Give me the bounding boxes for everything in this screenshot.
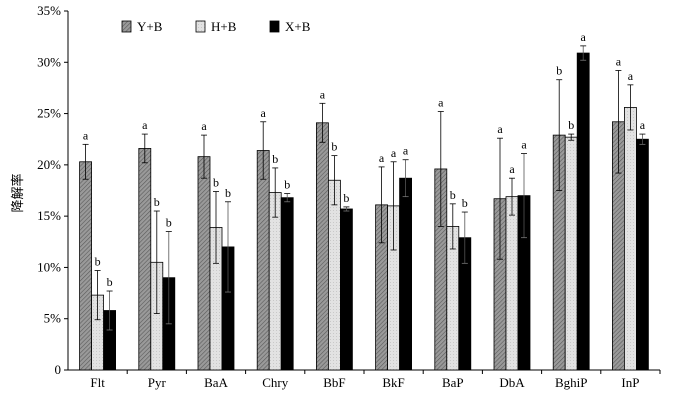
bar-Y+B-Chry [256, 150, 270, 371]
significance-label: a [581, 30, 587, 44]
legend-swatch-X+B [269, 20, 280, 33]
significance-label: b [107, 275, 113, 289]
significance-label: a [261, 106, 267, 120]
significance-label: b [154, 195, 160, 209]
bar-H+B-BghiP [564, 136, 578, 371]
significance-label: b [568, 118, 574, 132]
y-tick-label: 0 [55, 362, 62, 377]
bar-Y+B-BbF [315, 122, 329, 371]
significance-label: a [438, 96, 444, 110]
x-tick-label: BbF [323, 375, 345, 390]
significance-label: b [331, 140, 337, 154]
y-tick-label: 15% [37, 208, 61, 223]
significance-label: b [166, 216, 172, 230]
significance-label: a [201, 119, 207, 133]
significance-label: a [83, 128, 89, 142]
y-tick-label: 30% [37, 54, 61, 69]
significance-label: b [284, 178, 290, 192]
significance-label: a [640, 118, 646, 132]
significance-label: a [403, 144, 409, 158]
x-tick-label: Pyr [148, 375, 167, 390]
significance-label: b [213, 176, 219, 190]
significance-label: a [142, 118, 148, 132]
significance-label: b [450, 188, 456, 202]
x-tick-label: Chry [262, 375, 289, 390]
bar-Y+B-Pyr [138, 148, 152, 371]
y-axis-label: 降解率 [10, 173, 25, 212]
significance-label: b [343, 191, 349, 205]
bar-H+B-BbF [327, 179, 341, 371]
y-tick-label: 10% [37, 259, 61, 274]
bar-X+B-BghiP [576, 52, 590, 371]
y-tick-label: 5% [44, 311, 62, 326]
bar-H+B-InP [624, 107, 637, 371]
bar-X+B-BkF [399, 177, 413, 371]
y-tick-label: 25% [37, 106, 61, 121]
x-tick-label: BghiP [555, 375, 588, 390]
bar-X+B-BbF [339, 208, 353, 371]
y-tick-label: 35% [37, 3, 61, 18]
bar-X+B-Chry [280, 197, 294, 371]
significance-label: a [521, 138, 527, 152]
significance-label: b [225, 186, 231, 200]
significance-label: a [616, 54, 622, 68]
significance-label: b [556, 64, 562, 78]
x-tick-label: BkF [382, 375, 404, 390]
legend-label: X+B [285, 19, 311, 34]
bar-Y+B-Flt [79, 161, 92, 371]
x-tick-label: InP [621, 375, 639, 390]
significance-label: a [509, 162, 515, 176]
x-tick-label: Flt [90, 375, 105, 390]
bar-H+B-DbA [505, 196, 519, 371]
x-tick-label: BaA [204, 375, 228, 390]
significance-label: b [272, 152, 278, 166]
x-tick-label: DbA [499, 375, 525, 390]
legend-label: H+B [211, 19, 237, 34]
bar-Y+B-BaA [197, 156, 211, 371]
significance-label: a [391, 146, 397, 160]
significance-label: a [320, 87, 326, 101]
significance-label: b [462, 196, 468, 210]
significance-label: a [379, 151, 385, 165]
x-tick-label: BaP [442, 375, 464, 390]
significance-label: a [497, 122, 503, 136]
legend: Y+B H+B X+B [121, 19, 311, 34]
legend-swatch-H+B [195, 20, 206, 33]
bar-X+B-InP [636, 138, 649, 371]
y-tick-label: 20% [37, 157, 61, 172]
axes: 0 5% 10% 15% 20% 25% 30% 35% Flt Pyr BaA Chry BbF BkF… [37, 3, 661, 390]
bar-H+B-Chry [268, 192, 282, 371]
significance-label: b [95, 255, 101, 269]
legend-label: Y+B [137, 19, 163, 34]
legend-swatch-Y+B [121, 20, 132, 33]
significance-label: a [628, 69, 634, 83]
